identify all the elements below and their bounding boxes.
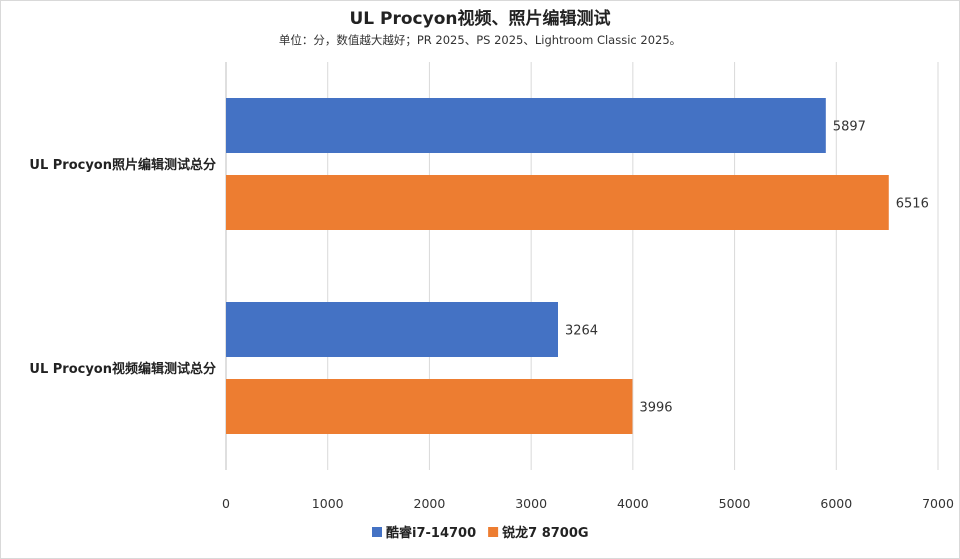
x-tick-label: 7000 [922, 496, 954, 511]
bar-amd-1 [226, 379, 633, 434]
chart-subtitle: 单位：分，数值越大越好；PR 2025、PS 2025、Lightroom Cl… [279, 33, 681, 47]
bars [226, 98, 889, 434]
data-label: 3996 [639, 401, 672, 416]
x-tick-label: 3000 [515, 496, 547, 511]
legend-label: 酷睿i7-14700 [386, 525, 476, 541]
x-tick-label: 2000 [414, 496, 446, 511]
bar-intel-0 [226, 98, 826, 153]
x-tick-label: 0 [222, 496, 230, 511]
x-tick-label: 1000 [312, 496, 344, 511]
labels: 0 1000 2000 3000 4000 5000 6000 7000 5897 6516 UL … [29, 120, 954, 512]
data-label: 5897 [833, 120, 866, 135]
x-tick-label: 4000 [617, 496, 649, 511]
chart-title: UL Procyon视频、照片编辑测试 [349, 8, 610, 29]
legend-swatch-1 [488, 527, 499, 537]
category-label: UL Procyon视频编辑测试总分 [29, 361, 216, 377]
legend-label: 锐龙7 8700G [502, 525, 588, 541]
legend: 酷睿i7-14700 锐龙7 8700G [372, 525, 589, 541]
x-tick-label: 5000 [719, 496, 751, 511]
data-label: 6516 [896, 197, 929, 212]
bar-amd-0 [226, 175, 889, 230]
legend-swatch-0 [372, 527, 382, 537]
bar-intel-1 [226, 302, 558, 357]
x-tick-label: 6000 [820, 496, 852, 511]
category-label: UL Procyon照片编辑测试总分 [29, 157, 216, 173]
data-label: 3264 [565, 324, 598, 339]
